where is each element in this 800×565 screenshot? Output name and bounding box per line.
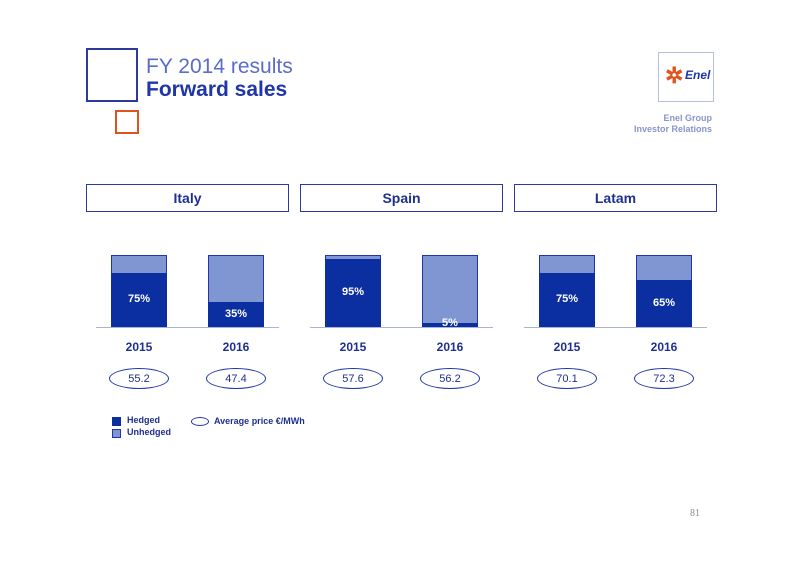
region-header-latam: Latam bbox=[514, 184, 717, 212]
year-label-italy-2015: 2015 bbox=[125, 340, 153, 354]
page-title-line1: FY 2014 results bbox=[146, 55, 293, 78]
bar-hedged-italy-2016 bbox=[208, 302, 264, 327]
year-label-latam-2015: 2015 bbox=[553, 340, 581, 354]
bar-label-italy-2015: 75% bbox=[127, 293, 151, 305]
bar-hedged-spain-2016 bbox=[422, 323, 478, 327]
bar-hedged-latam-2015 bbox=[539, 273, 595, 327]
bar-label-latam-2015: 75% bbox=[555, 293, 579, 305]
bar-hedged-latam-2016 bbox=[636, 280, 692, 327]
decorative-orange-square bbox=[115, 110, 139, 134]
bar-label-latam-2016: 65% bbox=[652, 296, 676, 309]
baseline-spain bbox=[310, 327, 493, 328]
bar-unhedged-spain-2016 bbox=[422, 255, 478, 327]
year-label-latam-2016: 2016 bbox=[650, 340, 678, 354]
legend-unhedged-swatch bbox=[112, 429, 121, 438]
avg-price-latam-2016: 72.3 bbox=[634, 368, 694, 389]
page-number: 81 bbox=[690, 508, 700, 519]
avg-price-latam-2015: 70.1 bbox=[537, 368, 597, 389]
year-label-spain-2016: 2016 bbox=[436, 340, 464, 354]
enel-logo-icon: ✲ bbox=[665, 63, 684, 88]
region-header-spain: Spain bbox=[300, 184, 503, 212]
region-header-italy: Italy bbox=[86, 184, 289, 212]
bar-label-italy-2016: 35% bbox=[224, 307, 248, 320]
decorative-blue-square bbox=[86, 48, 138, 102]
bar-hedged-spain-2015 bbox=[325, 259, 381, 327]
bar-hedged-italy-2015 bbox=[111, 273, 167, 327]
legend-hedged-swatch bbox=[112, 417, 121, 426]
enel-logo: ✲ Enel bbox=[658, 52, 714, 102]
enel-logo-text: Enel bbox=[685, 68, 711, 82]
avg-price-spain-2016: 56.2 bbox=[420, 368, 480, 389]
avg-price-spain-2015: 57.6 bbox=[323, 368, 383, 389]
legend-hedged-label: Hedged bbox=[127, 415, 161, 425]
avg-price-italy-2016: 47.4 bbox=[206, 368, 266, 389]
company-department: Investor Relations bbox=[633, 124, 712, 134]
page-title-line2: Forward sales bbox=[146, 78, 288, 101]
year-label-italy-2016: 2016 bbox=[222, 340, 250, 354]
bar-label-spain-2015: 95% bbox=[341, 286, 365, 298]
baseline-latam bbox=[524, 327, 707, 328]
company-info: Enel Group Investor Relations bbox=[634, 113, 712, 135]
bar-label-spain-2016: 5% bbox=[442, 317, 458, 329]
legend-unhedged-label: Unhedged bbox=[127, 427, 171, 437]
year-label-spain-2015: 2015 bbox=[339, 340, 367, 354]
legend-avg-price-icon bbox=[191, 417, 209, 426]
baseline-italy bbox=[96, 327, 279, 328]
company-name: Enel Group bbox=[663, 113, 712, 123]
avg-price-italy-2015: 55.2 bbox=[109, 368, 169, 389]
legend-avg-price-label: Average price €/MWh bbox=[214, 416, 305, 426]
